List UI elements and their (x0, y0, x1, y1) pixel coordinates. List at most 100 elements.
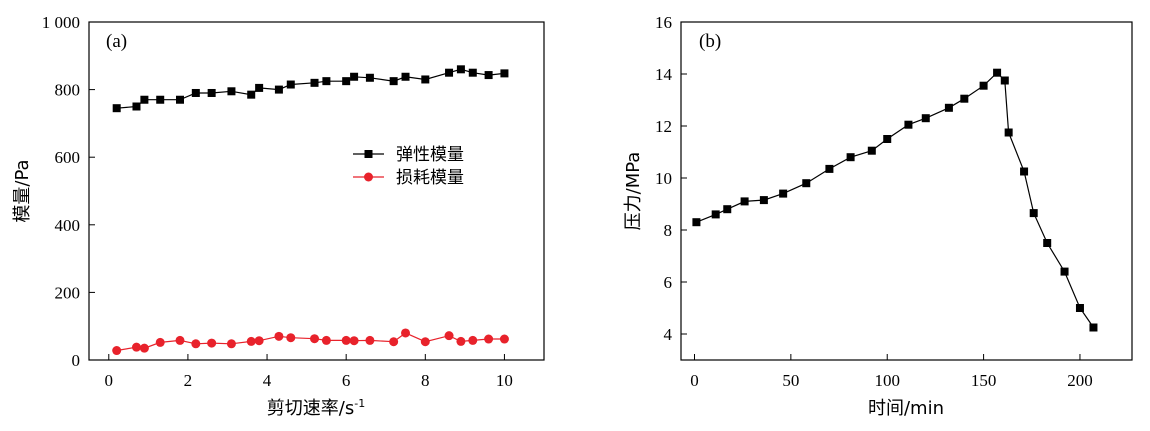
data-point-a-1-21 (456, 336, 466, 346)
data-point-a-0-15 (350, 72, 359, 81)
data-point-a-0-5 (191, 88, 200, 97)
data-point-a-0-13 (322, 77, 331, 86)
data-point-b-0-16 (993, 68, 1002, 77)
legend-marker-loss (364, 172, 373, 182)
data-point-b-0-17 (1000, 76, 1009, 85)
x-tick-label-b-0: 0 (690, 371, 699, 390)
data-point-a-1-6 (207, 338, 217, 348)
data-point-b-0-0 (692, 218, 701, 227)
y-tick-label-b-4: 12 (655, 117, 672, 136)
data-point-a-1-13 (321, 335, 331, 345)
legend-label-loss: 损耗模量 (396, 168, 464, 188)
x-tick-label-b-2: 100 (874, 371, 900, 390)
data-point-a-1-2 (139, 343, 149, 353)
plot-frame-b (680, 21, 1133, 361)
data-point-b-0-18 (1004, 128, 1013, 137)
y-tick-label-b-5: 14 (655, 65, 673, 84)
series-line-b-0 (696, 71, 1094, 328)
y-tick-label-b-6: 16 (655, 13, 672, 32)
y-tick-label-a-5: 1 000 (42, 13, 80, 32)
x-tick-label-b-4: 200 (1067, 371, 1093, 390)
data-point-b-0-1 (711, 210, 720, 219)
data-point-a-0-18 (401, 72, 410, 81)
x-axis-label-a: 剪切速率/s-1 (267, 397, 365, 419)
data-point-b-0-12 (921, 114, 930, 123)
y-tick-label-b-0: 4 (664, 325, 673, 344)
data-point-b-0-22 (1060, 267, 1069, 276)
data-point-a-0-17 (389, 77, 398, 86)
data-point-b-0-23 (1075, 304, 1084, 312)
plot-frame-a (88, 21, 545, 361)
legend-marker-elastic (364, 150, 373, 158)
data-point-a-1-0 (112, 346, 122, 356)
panel-label-a: (a) (106, 31, 127, 52)
data-point-b-0-6 (802, 179, 811, 188)
data-point-a-0-21 (456, 65, 465, 74)
x-tick-label-a-1: 2 (184, 371, 193, 390)
data-point-b-0-10 (883, 135, 892, 143)
data-point-b-0-19 (1020, 167, 1029, 176)
data-point-b-0-3 (740, 197, 749, 206)
data-point-a-1-9 (254, 336, 264, 346)
data-point-a-0-20 (445, 68, 454, 77)
data-point-a-0-8 (247, 90, 256, 99)
data-point-a-1-7 (226, 339, 236, 349)
data-point-b-0-9 (867, 146, 876, 155)
data-point-b-0-20 (1029, 209, 1038, 218)
x-tick-label-a-4: 8 (421, 371, 430, 390)
y-tick-label-b-1: 6 (664, 273, 673, 292)
x-tick-label-a-2: 4 (263, 371, 272, 390)
data-point-b-0-5 (779, 189, 788, 198)
data-point-a-0-6 (207, 88, 216, 97)
panel-label-b: (b) (699, 31, 721, 52)
data-point-a-1-19 (420, 337, 430, 347)
data-point-a-0-1 (132, 102, 141, 111)
x-tick-label-b-1: 50 (782, 371, 799, 390)
data-point-a-0-4 (176, 95, 184, 104)
data-point-a-1-12 (310, 334, 320, 344)
data-point-a-1-23 (484, 334, 494, 344)
data-point-a-0-24 (500, 69, 509, 78)
data-point-a-1-20 (444, 331, 454, 341)
x-axis-label-b: 时间/min (868, 398, 944, 419)
data-point-b-0-7 (825, 164, 834, 173)
data-point-b-0-2 (723, 205, 732, 214)
data-point-b-0-15 (979, 81, 988, 90)
data-point-a-0-9 (255, 83, 264, 92)
data-point-a-1-4 (175, 335, 185, 345)
y-tick-label-a-1: 200 (55, 283, 81, 302)
data-point-a-1-18 (401, 328, 411, 338)
data-point-a-0-0 (112, 104, 121, 113)
data-point-a-1-17 (389, 337, 399, 347)
y-tick-label-b-3: 10 (655, 169, 672, 188)
y-tick-label-a-0: 0 (72, 351, 81, 370)
data-point-a-1-3 (155, 337, 165, 347)
data-point-b-0-11 (904, 120, 913, 129)
y-axis-label-a: 模量/Pa (12, 159, 33, 222)
data-point-a-0-16 (365, 73, 374, 82)
data-point-a-0-3 (156, 95, 165, 104)
data-point-a-0-14 (342, 77, 351, 86)
data-point-a-0-10 (274, 85, 283, 94)
y-tick-label-b-2: 8 (664, 221, 673, 240)
data-point-b-0-21 (1043, 239, 1052, 247)
data-point-b-0-8 (846, 153, 855, 162)
data-point-a-1-1 (131, 342, 141, 352)
data-point-a-1-16 (365, 335, 375, 345)
data-point-a-0-11 (286, 80, 295, 89)
data-point-a-1-14 (341, 335, 351, 345)
y-axis-label-b: 压力/MPa (623, 152, 644, 231)
data-point-b-0-14 (960, 94, 969, 103)
chart-panel-b: 0 50 100 150 200 4 6 8 10 12 14 16 (b) 时间/min 压力/MP… (623, 13, 1133, 419)
data-point-b-0-24 (1089, 323, 1098, 332)
data-point-a-1-5 (191, 339, 201, 349)
data-point-a-1-8 (246, 336, 256, 346)
x-axis-label-a-sup: -1 (354, 397, 365, 410)
y-tick-label-a-2: 400 (55, 216, 81, 235)
x-tick-label-a-3: 6 (342, 371, 351, 390)
data-point-b-0-13 (944, 103, 953, 112)
data-point-a-1-15 (349, 336, 359, 346)
y-tick-label-a-3: 600 (55, 148, 81, 167)
